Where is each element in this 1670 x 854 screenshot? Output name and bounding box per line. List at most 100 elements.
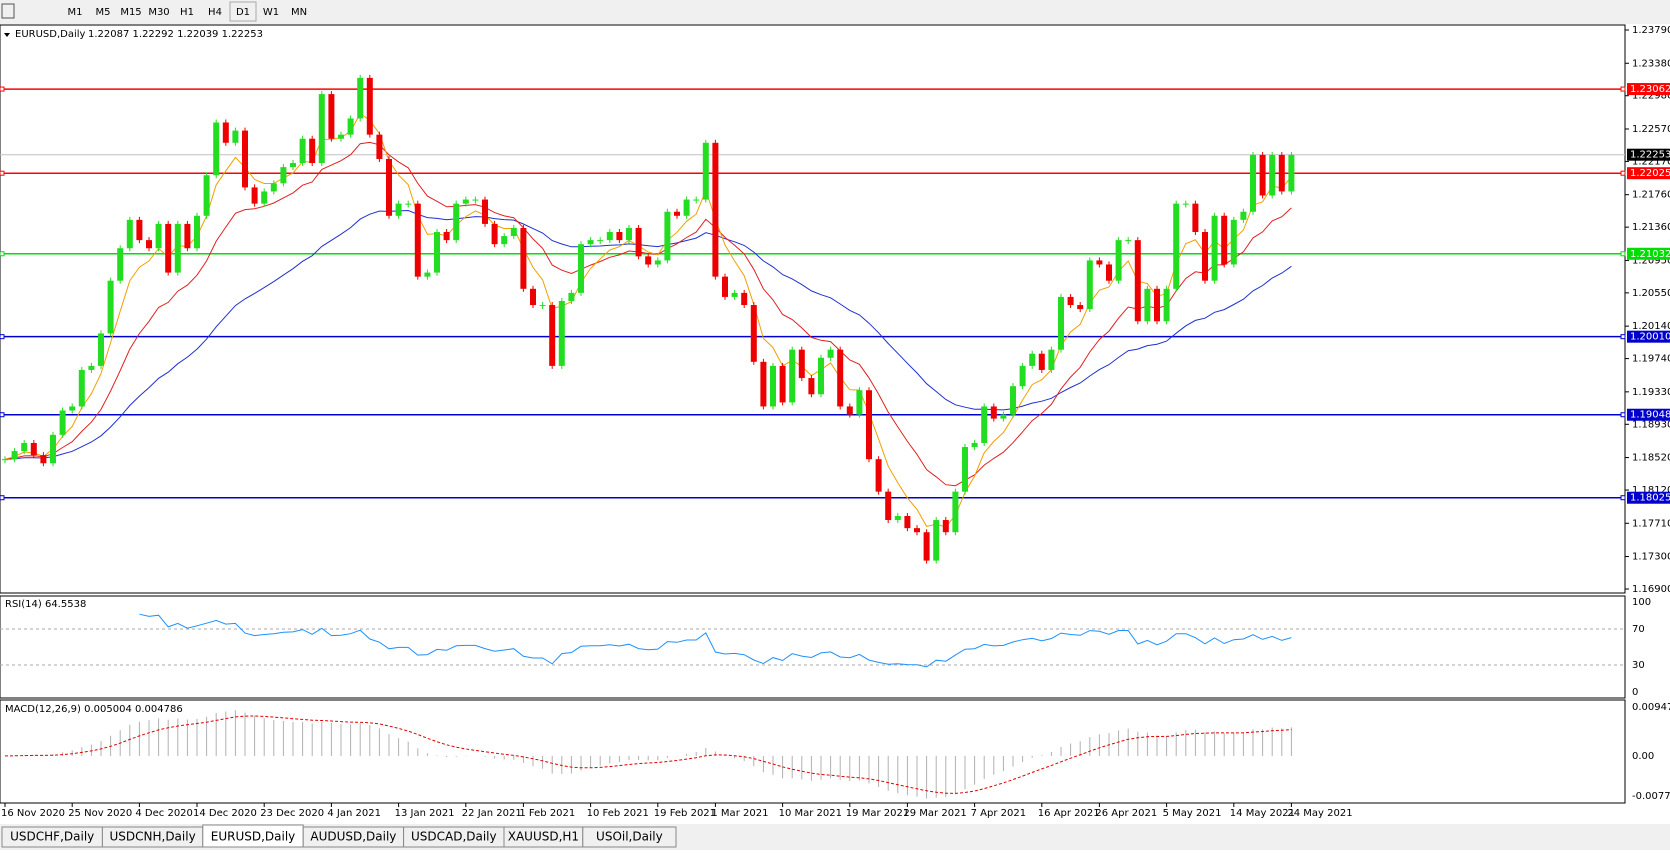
y-tick-label: 1.17710 [1632,518,1670,529]
candle [270,183,277,192]
candle [1240,211,1247,220]
x-tick-label: 4 Jan 2021 [327,808,381,819]
candle [1278,154,1285,192]
level-handle[interactable] [0,170,5,176]
level-handle[interactable] [1620,334,1626,340]
candle [731,292,738,297]
level-handle[interactable] [0,334,5,340]
timeframe-button[interactable] [62,2,88,21]
timeframe-label[interactable]: M1 [68,7,83,18]
candle [846,406,853,415]
candle [587,240,594,245]
timeframe-label[interactable]: H4 [208,7,222,18]
main-panel [0,24,1626,594]
timeframe-button[interactable] [286,2,312,21]
level-tag [1627,330,1670,343]
candle [501,236,508,245]
candle [952,491,959,533]
candle [1144,288,1151,322]
candle [894,515,901,521]
level-handle[interactable] [0,251,5,257]
timeframe-label[interactable]: D1 [236,7,250,18]
level-handle[interactable] [1620,412,1626,418]
timeframe-button[interactable] [202,2,228,21]
tab-label[interactable]: AUDUSD,Daily [310,830,396,844]
candle [472,199,479,201]
level-handle[interactable] [1620,495,1626,501]
tab-label[interactable]: USDCAD,Daily [411,830,497,844]
candle [568,292,575,301]
tab-label[interactable]: EURUSD,Daily [211,830,296,844]
rsi-panel [0,595,1626,699]
tab-label[interactable]: USOil,Daily [596,830,663,844]
timeframe-label[interactable]: M30 [148,7,169,18]
tab-label[interactable]: XAUUSD,H1 [508,830,579,844]
timeframe-button[interactable] [258,2,284,21]
timeframe-label[interactable]: H1 [180,7,194,18]
macd-title: MACD(12,26,9) 0.005004 0.004786 [5,704,183,715]
candle [165,223,172,273]
level-handle[interactable] [0,412,5,418]
level-handle[interactable] [1620,86,1626,92]
candle [1010,386,1016,415]
timeframe-button[interactable] [229,1,257,22]
level-handle[interactable] [1620,170,1626,176]
candle [146,240,152,249]
candle [155,223,162,249]
level-handle[interactable] [1620,251,1626,257]
timeframe-button[interactable] [90,2,116,21]
candle [1029,353,1036,366]
x-tick-label: 25 Nov 2020 [68,808,132,819]
candle [760,361,767,407]
timeframe-label[interactable]: MN [291,7,307,18]
macd-tick-label: 0.00 [1632,751,1654,762]
candle [635,227,642,257]
candle [1182,203,1189,205]
candle [30,442,37,456]
candle [645,256,652,265]
tab-label[interactable]: USDCHF,Daily [10,830,94,844]
rsi-line [139,613,1292,668]
moving-average-slow [4,209,1292,460]
candle [1038,353,1045,370]
candle [981,406,988,443]
tool-icon[interactable] [1,3,15,19]
candle [1125,240,1132,242]
timeframe-label[interactable]: W1 [263,7,279,18]
candle [798,349,805,379]
candle [1230,219,1237,265]
x-tick-label: 26 Apr 2021 [1095,808,1157,819]
candle [520,227,527,289]
candle [674,211,680,216]
timeframe-button[interactable] [118,2,144,21]
level-handle[interactable] [0,86,5,92]
moving-average-fast [4,112,1292,528]
level-label: 1.23062 [1630,84,1670,95]
candle [280,167,287,184]
y-tick-label: 1.19330 [1632,387,1670,398]
candle [2,459,8,461]
candle [597,240,604,242]
candle [990,406,997,419]
candle [693,199,700,201]
level-tag [1627,408,1670,421]
timeframe-button[interactable] [146,2,172,21]
candle [98,333,104,366]
x-tick-label: 14 May 2021 [1230,808,1295,819]
candle [808,378,815,395]
tab-label[interactable]: USDCNH,Daily [109,830,195,844]
tab[interactable] [582,826,677,848]
level-handle[interactable] [0,495,5,501]
candle [309,138,316,164]
y-tick-label: 1.23790 [1632,25,1670,36]
timeframe-button[interactable] [174,2,200,21]
level-label: 1.20010 [1630,332,1670,343]
timeframe-label[interactable]: M15 [120,7,141,18]
candle [904,515,911,529]
rsi-tick-label: 100 [1632,597,1651,608]
x-tick-label: 19 Feb 2021 [654,808,716,819]
x-tick-label: 16 Nov 2020 [1,808,65,819]
timeframe-label[interactable]: M5 [96,7,111,18]
